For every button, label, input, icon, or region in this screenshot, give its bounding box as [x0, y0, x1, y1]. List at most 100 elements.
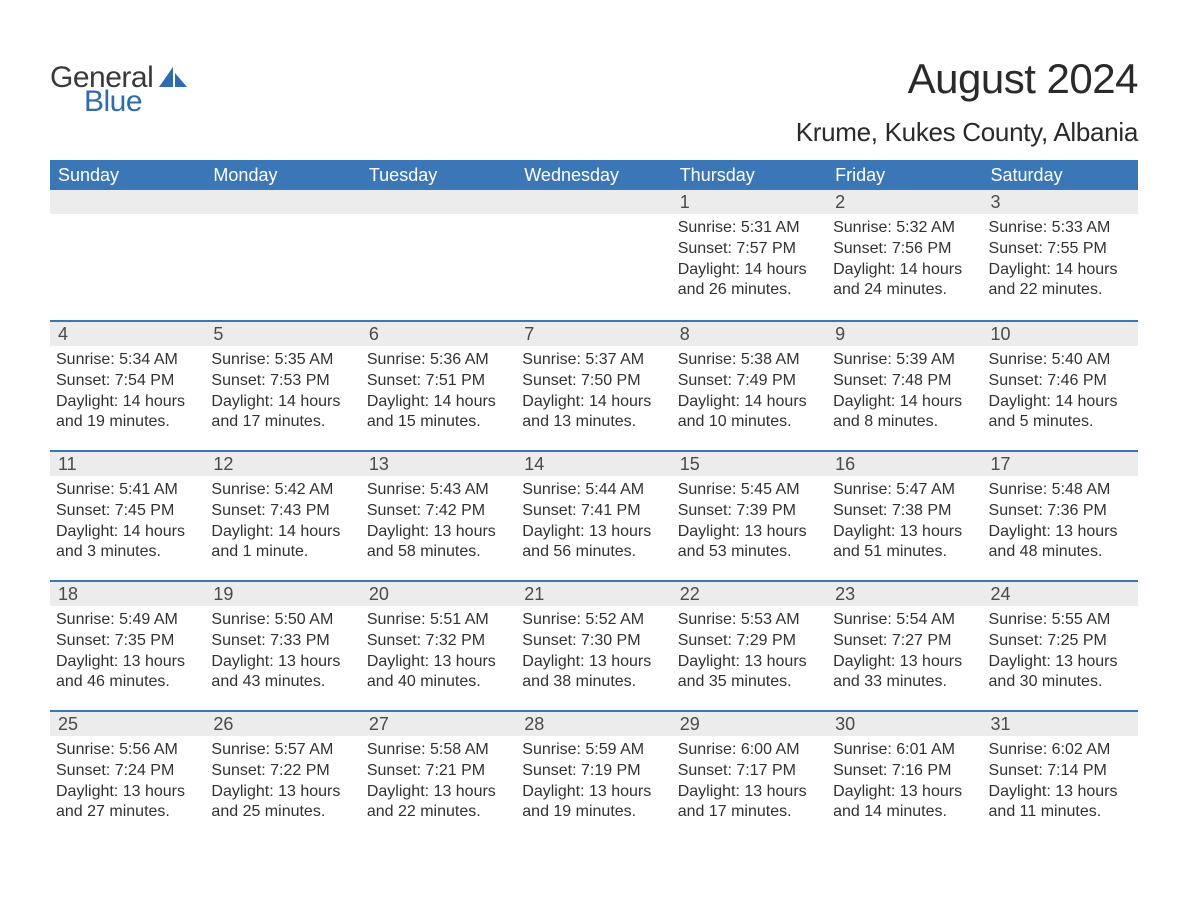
day-details: Sunrise: 5:53 AMSunset: 7:29 PMDaylight:…	[678, 610, 821, 693]
daylight-text: Daylight: 13 hours and 40 minutes.	[367, 652, 510, 694]
sunrise-text: Sunrise: 5:41 AM	[56, 480, 199, 501]
calendar-day: 24Sunrise: 5:55 AMSunset: 7:25 PMDayligh…	[983, 582, 1138, 710]
daylight-text: Daylight: 13 hours and 38 minutes.	[522, 652, 665, 694]
sunset-text: Sunset: 7:38 PM	[833, 501, 976, 522]
day-details: Sunrise: 5:39 AMSunset: 7:48 PMDaylight:…	[833, 350, 976, 433]
sunrise-text: Sunrise: 5:34 AM	[56, 350, 199, 371]
logo-sail-icon	[159, 67, 189, 96]
day-details: Sunrise: 5:56 AMSunset: 7:24 PMDaylight:…	[56, 740, 199, 823]
calendar-day: 16Sunrise: 5:47 AMSunset: 7:38 PMDayligh…	[827, 452, 982, 580]
daylight-text: Daylight: 13 hours and 22 minutes.	[367, 782, 510, 824]
sunrise-text: Sunrise: 5:38 AM	[678, 350, 821, 371]
sunrise-text: Sunrise: 5:53 AM	[678, 610, 821, 631]
daylight-text: Daylight: 14 hours and 17 minutes.	[211, 392, 354, 434]
daylight-text: Daylight: 13 hours and 17 minutes.	[678, 782, 821, 824]
daylight-text: Daylight: 13 hours and 25 minutes.	[211, 782, 354, 824]
day-number: 12	[205, 452, 360, 476]
calendar-week: 1Sunrise: 5:31 AMSunset: 7:57 PMDaylight…	[50, 190, 1138, 320]
daylight-text: Daylight: 13 hours and 30 minutes.	[989, 652, 1132, 694]
day-number: 17	[983, 452, 1138, 476]
page-title: August 2024	[796, 55, 1138, 103]
day-details: Sunrise: 5:52 AMSunset: 7:30 PMDaylight:…	[522, 610, 665, 693]
daylight-text: Daylight: 13 hours and 58 minutes.	[367, 522, 510, 564]
calendar-week: 4Sunrise: 5:34 AMSunset: 7:54 PMDaylight…	[50, 320, 1138, 450]
day-number: 31	[983, 712, 1138, 736]
day-details: Sunrise: 5:47 AMSunset: 7:38 PMDaylight:…	[833, 480, 976, 563]
col-saturday: Saturday	[983, 165, 1138, 186]
sunrise-text: Sunrise: 5:43 AM	[367, 480, 510, 501]
sunrise-text: Sunrise: 5:33 AM	[989, 218, 1132, 239]
day-number: 4	[50, 322, 205, 346]
sunrise-text: Sunrise: 5:42 AM	[211, 480, 354, 501]
calendar-day: 5Sunrise: 5:35 AMSunset: 7:53 PMDaylight…	[205, 322, 360, 450]
sunset-text: Sunset: 7:42 PM	[367, 501, 510, 522]
daylight-text: Daylight: 14 hours and 19 minutes.	[56, 392, 199, 434]
calendar-day: 17Sunrise: 5:48 AMSunset: 7:36 PMDayligh…	[983, 452, 1138, 580]
calendar-day: 12Sunrise: 5:42 AMSunset: 7:43 PMDayligh…	[205, 452, 360, 580]
day-number: 8	[672, 322, 827, 346]
calendar-day: 6 Sunrise: 5:36 AMSunset: 7:51 PMDaylight…	[361, 322, 516, 450]
day-details: Sunrise: 5:41 AMSunset: 7:45 PMDaylight:…	[56, 480, 199, 563]
sunset-text: Sunset: 7:22 PM	[211, 761, 354, 782]
sunrise-text: Sunrise: 5:36 AM	[367, 350, 510, 371]
day-details: Sunrise: 5:40 AMSunset: 7:46 PMDaylight:…	[989, 350, 1132, 433]
day-details: Sunrise: 5:43 AMSunset: 7:42 PMDaylight:…	[367, 480, 510, 563]
day-number: 30	[827, 712, 982, 736]
daylight-text: Daylight: 14 hours and 13 minutes.	[522, 392, 665, 434]
daylight-text: Daylight: 13 hours and 27 minutes.	[56, 782, 199, 824]
day-details: Sunrise: 6:01 AMSunset: 7:16 PMDaylight:…	[833, 740, 976, 823]
daylight-text: Daylight: 13 hours and 53 minutes.	[678, 522, 821, 564]
sunset-text: Sunset: 7:29 PM	[678, 631, 821, 652]
calendar-day: 2Sunrise: 5:32 AMSunset: 7:56 PMDaylight…	[827, 190, 982, 320]
daylight-text: Daylight: 14 hours and 8 minutes.	[833, 392, 976, 434]
daylight-text: Daylight: 13 hours and 56 minutes.	[522, 522, 665, 564]
calendar-day: 25Sunrise: 5:56 AMSunset: 7:24 PMDayligh…	[50, 712, 205, 840]
day-number: 23	[827, 582, 982, 606]
sunset-text: Sunset: 7:30 PM	[522, 631, 665, 652]
calendar-day: 11Sunrise: 5:41 AMSunset: 7:45 PMDayligh…	[50, 452, 205, 580]
day-number: 6	[361, 322, 516, 346]
calendar-day	[361, 190, 516, 320]
sunset-text: Sunset: 7:55 PM	[989, 239, 1132, 260]
day-details: Sunrise: 5:51 AMSunset: 7:32 PMDaylight:…	[367, 610, 510, 693]
sunset-text: Sunset: 7:53 PM	[211, 371, 354, 392]
day-number	[361, 190, 516, 214]
calendar-day: 26 Sunrise: 5:57 AMSunset: 7:22 PMDayligh…	[205, 712, 360, 840]
day-number: 26	[205, 712, 360, 736]
day-number: 18	[50, 582, 205, 606]
calendar-day: 18Sunrise: 5:49 AMSunset: 7:35 PMDayligh…	[50, 582, 205, 710]
sunrise-text: Sunrise: 5:32 AM	[833, 218, 976, 239]
sunrise-text: Sunrise: 5:59 AM	[522, 740, 665, 761]
day-number	[205, 190, 360, 214]
day-details: Sunrise: 5:36 AMSunset: 7:51 PMDaylight:…	[367, 350, 510, 433]
col-monday: Monday	[205, 165, 360, 186]
sunset-text: Sunset: 7:43 PM	[211, 501, 354, 522]
day-number: 2	[827, 190, 982, 214]
calendar-day: 23Sunrise: 5:54 AMSunset: 7:27 PMDayligh…	[827, 582, 982, 710]
calendar-day: 21Sunrise: 5:52 AMSunset: 7:30 PMDayligh…	[516, 582, 671, 710]
sunrise-text: Sunrise: 5:56 AM	[56, 740, 199, 761]
daylight-text: Daylight: 14 hours and 22 minutes.	[989, 260, 1132, 302]
sunset-text: Sunset: 7:48 PM	[833, 371, 976, 392]
calendar-day: 8Sunrise: 5:38 AMSunset: 7:49 PMDaylight…	[672, 322, 827, 450]
sunset-text: Sunset: 7:36 PM	[989, 501, 1132, 522]
day-number	[516, 190, 671, 214]
day-number: 7	[516, 322, 671, 346]
calendar-day	[205, 190, 360, 320]
sunset-text: Sunset: 7:24 PM	[56, 761, 199, 782]
sunrise-text: Sunrise: 5:39 AM	[833, 350, 976, 371]
sunset-text: Sunset: 7:46 PM	[989, 371, 1132, 392]
day-number: 14	[516, 452, 671, 476]
sunrise-text: Sunrise: 5:57 AM	[211, 740, 354, 761]
col-thursday: Thursday	[672, 165, 827, 186]
sunrise-text: Sunrise: 5:51 AM	[367, 610, 510, 631]
sunset-text: Sunset: 7:35 PM	[56, 631, 199, 652]
col-sunday: Sunday	[50, 165, 205, 186]
daylight-text: Daylight: 13 hours and 46 minutes.	[56, 652, 199, 694]
day-details: Sunrise: 5:33 AMSunset: 7:55 PMDaylight:…	[989, 218, 1132, 301]
sunset-text: Sunset: 7:21 PM	[367, 761, 510, 782]
calendar-day: 30 Sunrise: 6:01 AMSunset: 7:16 PMDayligh…	[827, 712, 982, 840]
day-details: Sunrise: 5:58 AMSunset: 7:21 PMDaylight:…	[367, 740, 510, 823]
daylight-text: Daylight: 13 hours and 51 minutes.	[833, 522, 976, 564]
calendar-day: 28Sunrise: 5:59 AMSunset: 7:19 PMDayligh…	[516, 712, 671, 840]
